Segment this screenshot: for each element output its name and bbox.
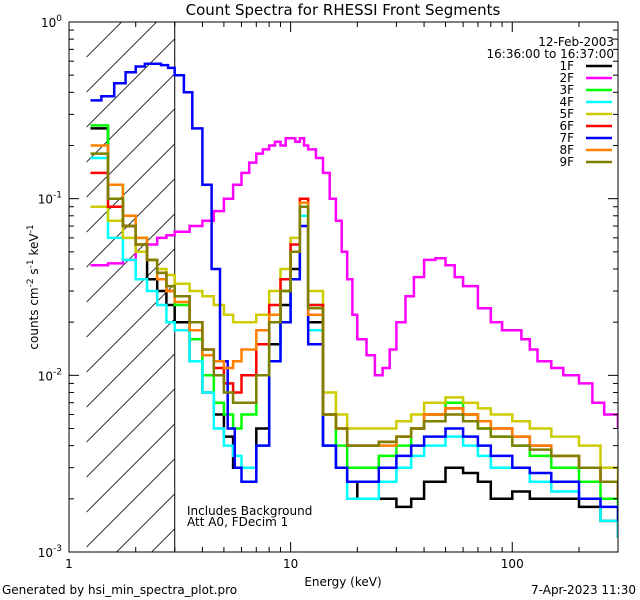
series-line-7f xyxy=(90,62,618,521)
x-tick-label: 1 xyxy=(65,557,73,571)
x-tick-label: 10 xyxy=(283,557,298,571)
hatch-line xyxy=(327,0,640,552)
y-tick-label: 10-3 xyxy=(38,544,62,560)
chart-time-range: 16:36:00 to 16:37:00 xyxy=(487,47,614,61)
hatch-line xyxy=(0,0,122,552)
annotation-background: Includes Background xyxy=(187,504,312,518)
y-tick-label: 100 xyxy=(41,14,62,30)
hatch-line xyxy=(397,0,640,552)
chart-title: Count Spectra for RHESSI Front Segments xyxy=(186,1,501,19)
hatch-line xyxy=(86,22,88,23)
legend-label-4f: 4F xyxy=(559,95,574,109)
annotation-attenuator: Att A0, FDecim 1 xyxy=(187,515,288,529)
hatch-line xyxy=(222,0,640,552)
hatch-line xyxy=(86,423,175,513)
legend-label-7f: 7F xyxy=(559,131,574,145)
hatched-region xyxy=(0,0,640,552)
y-axis-label: counts cm-2 s-1 keV-1 xyxy=(26,224,41,349)
hatch-line xyxy=(86,248,175,338)
series-line-2f xyxy=(90,136,618,429)
legend-label-1f: 1F xyxy=(559,59,574,73)
series-line-1f xyxy=(90,127,618,538)
hatch-line xyxy=(86,213,175,303)
hatch-line xyxy=(257,0,640,552)
legend-label-8f: 8F xyxy=(559,143,574,157)
hatch-line xyxy=(86,283,175,373)
hatch-line xyxy=(86,22,123,58)
hatch-line xyxy=(86,38,175,128)
hatch-line xyxy=(86,22,158,93)
chart-date: 12-Feb-2003 xyxy=(538,35,614,49)
footer-generated-by: Generated by hsi_min_spectra_plot.pro xyxy=(2,583,238,597)
y-tick-label: 10-1 xyxy=(38,191,62,207)
hatch-line xyxy=(86,388,175,478)
hatch-line xyxy=(467,0,640,552)
legend-label-6f: 6F xyxy=(559,119,574,133)
plot-frame xyxy=(68,21,619,553)
legend-label-5f: 5F xyxy=(559,107,574,121)
legend-label-2f: 2F xyxy=(559,71,574,85)
legend-label-3f: 3F xyxy=(559,83,574,97)
hatch-line xyxy=(537,0,640,552)
footer-timestamp: 7-Apr-2023 11:30 xyxy=(531,583,636,597)
series-line-5f xyxy=(90,197,618,482)
y-tick-label: 10-2 xyxy=(38,367,62,383)
hatch-line xyxy=(607,0,640,552)
x-axis-label: Energy (keV) xyxy=(304,575,381,589)
hatch-line xyxy=(572,0,640,552)
hatch-line xyxy=(362,0,640,552)
series-line-9f xyxy=(90,152,618,499)
hatch-line xyxy=(86,353,175,443)
x-tick-label: 100 xyxy=(501,557,524,571)
legend-label-9f: 9F xyxy=(559,155,574,169)
hatch-line xyxy=(86,178,175,268)
hatch-line xyxy=(0,0,87,552)
hatch-line xyxy=(292,0,640,552)
